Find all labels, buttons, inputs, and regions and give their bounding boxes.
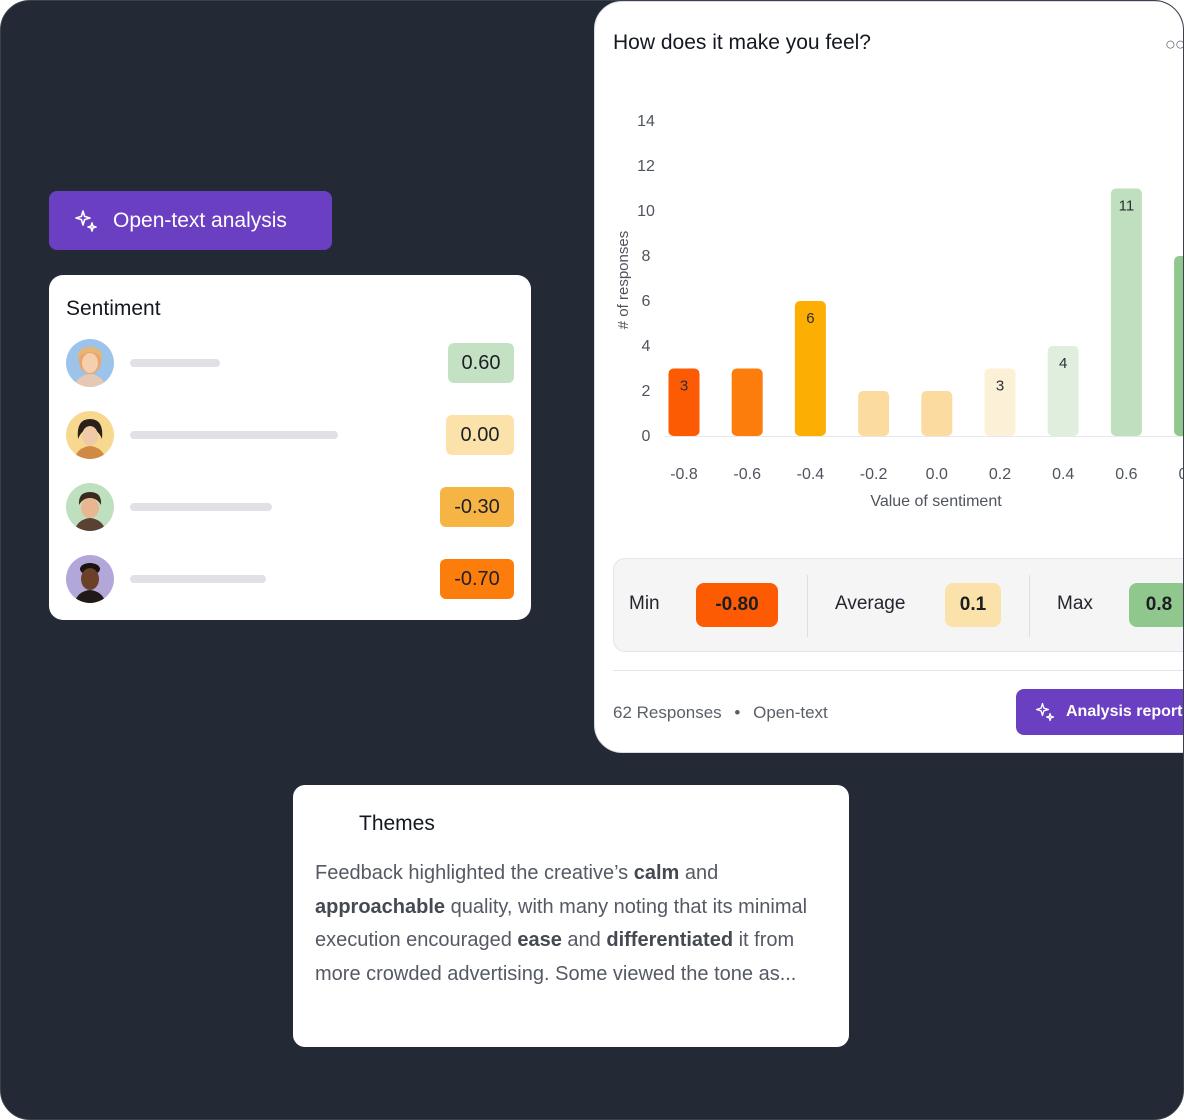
x-tick-label: 0.0 [926,466,948,483]
bar-data-label: 3 [680,378,688,395]
stat-divider [1029,575,1030,637]
keyword-highlight: differentiated [606,929,734,951]
x-tick-label: 0.8 [1178,466,1184,483]
response-meta: 62 Responses • Open-text [613,703,828,723]
x-tick-label: 0.4 [1052,466,1074,483]
chart-card: How does it make you feel? ○○○ 0 2 4 6 8 10 12… [594,1,1184,753]
open-text-analysis-label: Open-text analysis [113,208,287,232]
y-tick-label: 4 [642,338,651,355]
bar [921,391,953,436]
y-tick-label: 10 [637,203,655,220]
x-axis-title: Value of sentiment [870,493,1002,510]
themes-title: Themes [359,812,435,835]
sentiment-card: Sentiment 0.60 0.00 -0.30 [49,275,531,620]
summary-text: Feedback highlighted the creative’s [315,862,634,884]
average-label: Average [835,593,906,614]
bar-data-label: 4 [1059,355,1067,372]
summary-text: quality, with many noting that its minim… [315,895,808,952]
keyword-highlight: approachable [315,895,446,918]
bar [1047,346,1079,436]
x-tick-label: 0.2 [989,466,1011,483]
min-value-badge: -0.80 [696,583,778,627]
text-placeholder [130,503,272,511]
chart-title: How does it make you feel? [613,31,871,54]
stat-divider [807,575,808,637]
y-tick-label: 0 [642,428,651,445]
bar [858,391,890,436]
y-tick-label: 6 [642,293,651,310]
analysis-report-label: Analysis report [1066,703,1183,720]
bar [1174,256,1183,436]
analysis-report-button[interactable]: Analysis report [1016,689,1183,735]
themes-card: Themes Feedback highlighted the creative… [293,785,849,1047]
summary-text: it from more crowded advertising. Some v… [315,929,797,985]
sentiment-bar-chart: 0 2 4 6 8 10 12 14 3 -0.8 -0.6 6 -0.4 -0.2 0.0 3 0.2 4 0.4… [615,113,1184,510]
average-value-badge: 0.1 [945,583,1001,627]
y-tick-label: 8 [642,248,651,265]
y-tick-label: 2 [642,383,651,400]
sentiment-score: -0.30 [440,487,514,527]
sentiment-title: Sentiment [66,297,161,320]
bar [668,368,700,436]
text-placeholder [130,359,220,367]
themes-summary: Feedback highlighted the creative’s calm… [315,857,835,991]
text-placeholder [130,431,338,439]
x-tick-label: -0.4 [797,466,825,483]
keyword-highlight: calm [633,862,680,884]
bar [1110,188,1142,436]
sentiment-row[interactable]: -0.70 [66,554,514,604]
bar-data-label: 11 [1119,198,1135,215]
stats-summary: Min -0.80 Average 0.1 Max 0.8 [613,558,1183,652]
sentiment-row[interactable]: 0.00 [66,410,514,460]
bar [731,368,763,436]
y-tick-label: 14 [637,113,655,130]
response-count: 62 Responses [613,703,722,722]
sentiment-score: 0.60 [448,343,514,383]
avatar [66,555,114,603]
open-text-analysis-button[interactable]: Open-text analysis [49,191,332,250]
sentiment-score: -0.70 [440,559,514,599]
y-tick-label: 12 [637,158,655,175]
max-label: Max [1057,593,1093,614]
avatar [66,411,114,459]
x-tick-label: -0.8 [670,466,698,483]
y-axis-title: # of responses [615,231,632,329]
meta-separator: • [734,703,741,722]
bar-data-label: 3 [996,378,1004,395]
sentiment-row[interactable]: 0.60 [66,338,514,388]
summary-text: and [561,929,607,951]
more-dots-icon[interactable]: ○○○ [1165,34,1184,54]
x-tick-label: -0.6 [733,466,761,483]
bar [794,301,826,436]
bar-data-label: 6 [806,310,814,327]
question-type: Open-text [753,703,828,722]
sentiment-score: 0.00 [446,415,514,455]
avatar [66,483,114,531]
x-tick-label: -0.2 [860,466,888,483]
avatar [66,339,114,387]
divider [613,670,1183,671]
summary-text: and [679,862,719,884]
sparkle-icon [75,209,97,232]
max-value-badge: 0.8 [1129,583,1183,627]
bar [984,368,1016,436]
sparkle-icon [1035,702,1055,722]
sentiment-row[interactable]: -0.30 [66,482,514,532]
keyword-highlight: ease [517,929,562,951]
x-tick-label: 0.6 [1115,466,1137,483]
min-label: Min [629,593,660,614]
text-placeholder [130,575,266,583]
